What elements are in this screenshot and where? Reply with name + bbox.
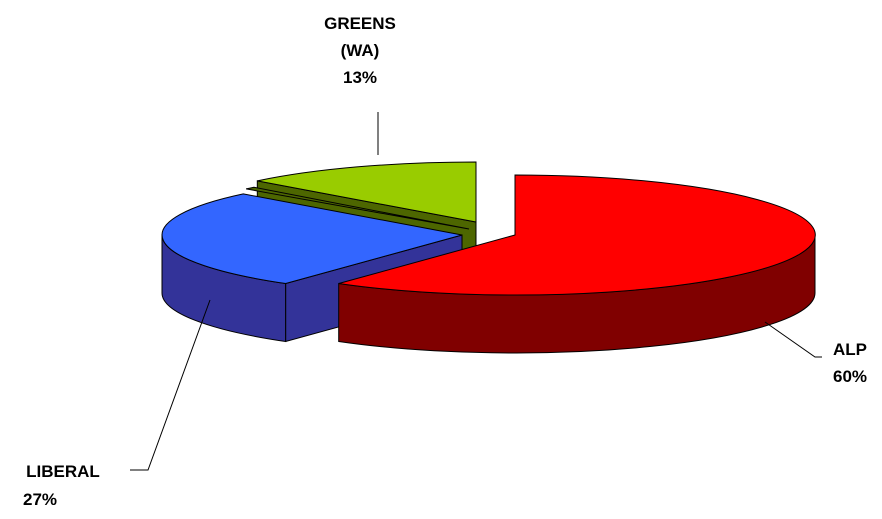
leader-line-liberal [130,299,211,471]
slice-top-liberal [161,193,463,285]
label-alp-name: ALP [833,340,867,359]
label-liberal-name: LIBERAL [26,462,100,481]
leader-line-alp [764,321,822,358]
slice-top-alp [338,174,816,296]
pie-slice-alp [338,174,816,354]
slice-top-greens-wa [257,161,477,223]
sliver-layer [245,186,470,230]
slice-separator-sliver [245,186,470,230]
label-greens-name-line2: (WA) [341,41,380,60]
label-alp-pct: 60% [833,367,867,386]
slices-layer [161,161,816,354]
label-liberal-pct: 27% [23,490,57,509]
label-greens-name-line1: GREENS [324,14,396,33]
label-greens-pct: 13% [343,68,377,87]
